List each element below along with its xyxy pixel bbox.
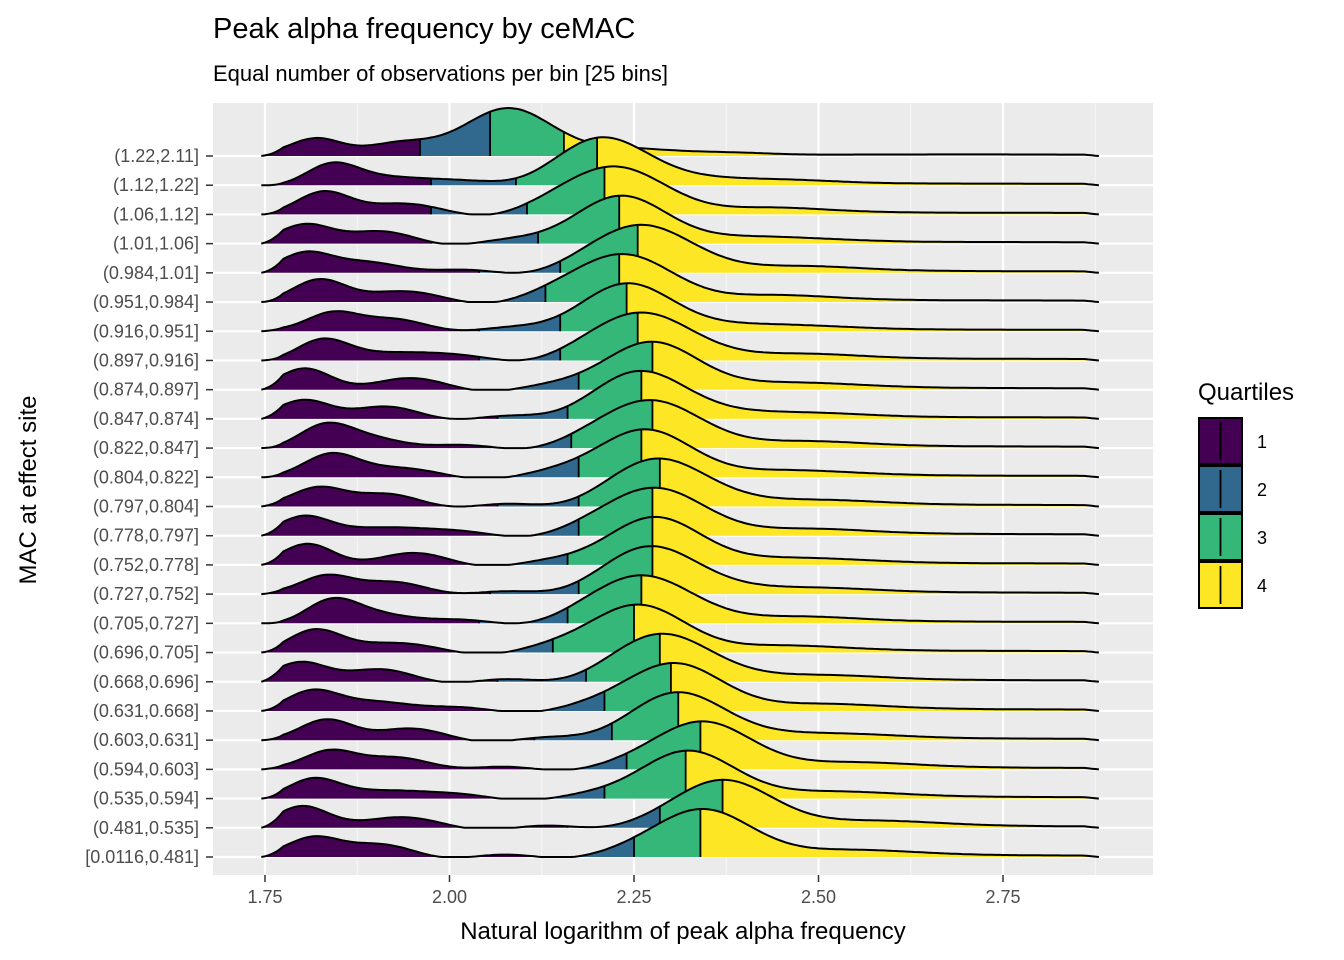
y-tick-label: [0.0116,0.481] xyxy=(85,847,199,867)
y-tick-label: (0.797,0.804] xyxy=(93,497,199,517)
x-axis-title: Natural logarithm of peak alpha frequenc… xyxy=(460,918,906,945)
y-tick-label: (0.705,0.727] xyxy=(93,613,199,633)
legend-label: 4 xyxy=(1257,576,1267,596)
legend: Quartiles 1 2 3 4 xyxy=(1198,379,1294,608)
y-tick-label: (0.696,0.705] xyxy=(93,643,199,663)
legend-key-3: 3 xyxy=(1199,514,1267,560)
legend-key-2: 2 xyxy=(1199,466,1267,512)
x-tick-label: 2.00 xyxy=(432,887,467,907)
y-tick-label: (1.12,1.22] xyxy=(113,175,199,195)
legend-title: Quartiles xyxy=(1198,379,1294,406)
y-axis-title: MAC at effect site xyxy=(15,396,42,585)
y-tick-label: (0.535,0.594] xyxy=(93,789,199,809)
y-tick-label: (0.984,1.01] xyxy=(103,263,199,283)
y-tick-label: (0.481,0.535] xyxy=(93,818,199,838)
legend-label: 3 xyxy=(1257,528,1267,548)
legend-label: 1 xyxy=(1257,432,1267,452)
x-tick-label: 2.75 xyxy=(985,887,1020,907)
y-axis: (1.22,2.11] (1.12,1.22] (1.06,1.12] (1.01,1… xyxy=(85,146,213,867)
y-tick-label: (1.22,2.11] xyxy=(114,146,199,166)
legend-label: 2 xyxy=(1257,480,1267,500)
y-tick-label: (0.727,0.752] xyxy=(93,584,199,604)
y-tick-label: (0.631,0.668] xyxy=(93,701,199,721)
legend-key-4: 4 xyxy=(1199,562,1267,608)
y-tick-label: (0.668,0.696] xyxy=(93,672,199,692)
legend-key-1: 1 xyxy=(1199,418,1267,464)
y-tick-label: (0.752,0.778] xyxy=(93,555,199,575)
y-tick-label: (0.916,0.951] xyxy=(93,321,199,341)
y-tick-label: (0.804,0.822] xyxy=(93,467,199,487)
y-tick-label: (0.778,0.797] xyxy=(93,526,199,546)
y-tick-label: (0.822,0.847] xyxy=(93,438,199,458)
x-tick-label: 1.75 xyxy=(247,887,282,907)
y-tick-label: (1.06,1.12] xyxy=(113,204,199,224)
x-axis: 1.75 2.00 2.25 2.50 2.75 xyxy=(247,875,1020,907)
y-tick-label: (0.874,0.897] xyxy=(93,380,199,400)
y-tick-label: (1.01,1.06] xyxy=(113,234,199,254)
y-tick-label: (0.951,0.984] xyxy=(93,292,199,312)
y-tick-label: (0.603,0.631] xyxy=(93,730,199,750)
x-tick-label: 2.25 xyxy=(616,887,651,907)
y-tick-label: (0.897,0.916] xyxy=(93,350,199,370)
x-tick-label: 2.50 xyxy=(801,887,836,907)
y-tick-label: (0.594,0.603] xyxy=(93,759,199,779)
y-tick-label: (0.847,0.874] xyxy=(93,409,199,429)
chart-title: Peak alpha frequency by ceMAC xyxy=(213,13,635,45)
chart-subtitle: Equal number of observations per bin [25… xyxy=(213,61,668,86)
